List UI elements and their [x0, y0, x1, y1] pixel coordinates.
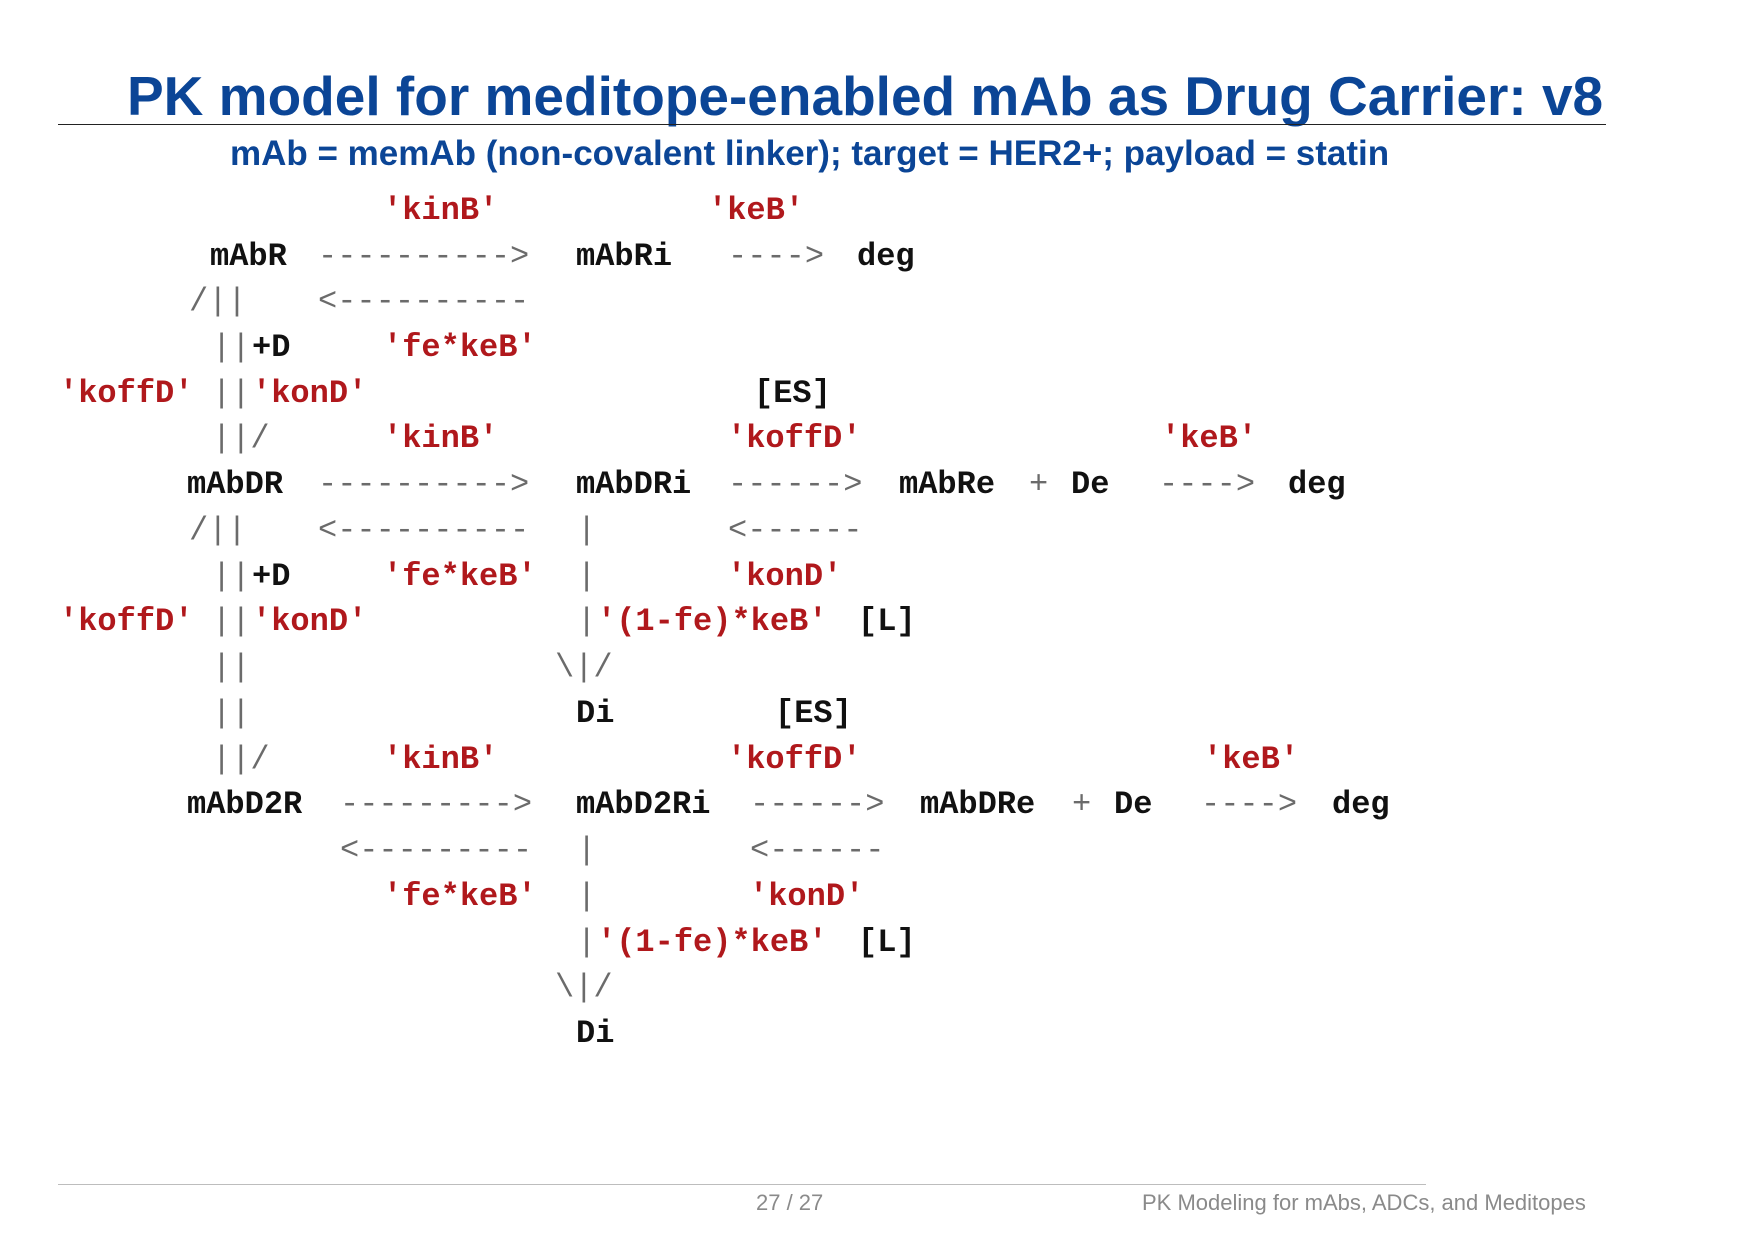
rate-label: 'kinB'	[383, 420, 499, 457]
forward-arrow: ---------->	[318, 238, 530, 275]
equilibrium-bar: ||	[212, 603, 251, 640]
species-label: mAbRe	[899, 466, 996, 503]
vertical-bar: |	[577, 603, 597, 640]
rate-label: 'fe*keB'	[383, 329, 537, 366]
footer-title: PK Modeling for mAbs, ADCs, and Meditope…	[1142, 1190, 1586, 1215]
forward-arrow: --------->	[340, 786, 533, 823]
equilibrium-bar: /||	[189, 283, 247, 320]
species-label: mAbDRe	[920, 786, 1036, 823]
bracket-label: [ES]	[775, 695, 852, 732]
reverse-arrow: <------	[728, 512, 863, 549]
species-label: Di	[576, 695, 615, 732]
slide-title: PK model for meditope-enabled mAb as Dru…	[127, 65, 1604, 127]
rate-label: 'keB'	[1161, 420, 1258, 457]
footer-divider	[58, 1184, 1426, 1185]
equilibrium-bar: ||	[212, 695, 251, 732]
reverse-arrow: <---------	[340, 832, 533, 869]
vertical-bar: |	[577, 878, 597, 915]
down-arrow: \|/	[555, 969, 613, 1006]
page-number: 27 / 27	[756, 1190, 824, 1215]
vertical-bar: |	[577, 832, 597, 869]
rate-label: 'keB'	[1203, 741, 1300, 778]
rate-label: 'kinB'	[383, 741, 499, 778]
bracket-label: [L]	[858, 924, 916, 961]
equilibrium-bar: ||	[212, 558, 251, 595]
species-label: mAbR	[210, 238, 287, 275]
species-label: +D	[252, 558, 291, 595]
equilibrium-bar: ||	[212, 649, 251, 686]
rate-label: 'koffD'	[59, 603, 194, 640]
vertical-bar: |	[577, 512, 597, 549]
forward-arrow: ------>	[728, 466, 863, 503]
species-label: deg	[1288, 466, 1346, 503]
equilibrium-bar: /||	[189, 512, 247, 549]
species-label: mAbRi	[576, 238, 673, 275]
species-label: mAbDRi	[576, 466, 692, 503]
rate-label: 'koffD'	[727, 741, 862, 778]
plus-sign: +	[1072, 786, 1092, 823]
forward-arrow: ---------->	[318, 466, 530, 503]
species-label: mAbDR	[187, 466, 284, 503]
rate-label: 'keB'	[708, 192, 805, 229]
rate-label: 'konD'	[749, 878, 865, 915]
bracket-label: [L]	[858, 603, 916, 640]
plus-sign: +	[1029, 466, 1049, 503]
vertical-bar: |	[577, 558, 597, 595]
slide-subtitle: mAb = memAb (non-covalent linker); targe…	[230, 134, 1390, 173]
rate-label: 'konD'	[252, 375, 368, 412]
species-label: De	[1114, 786, 1153, 823]
vertical-bar: |	[577, 924, 597, 961]
reverse-arrow: <------	[750, 832, 885, 869]
species-label: De	[1071, 466, 1110, 503]
equilibrium-bar: ||/	[212, 741, 270, 778]
species-label: deg	[1332, 786, 1390, 823]
species-label: deg	[857, 238, 915, 275]
rate-label: '(1-fe)*keB'	[597, 603, 828, 640]
rate-label: 'konD'	[252, 603, 368, 640]
reverse-arrow: <----------	[318, 512, 530, 549]
species-label: Di	[576, 1015, 615, 1052]
forward-arrow: ---->	[1201, 786, 1298, 823]
rate-label: 'kinB'	[383, 192, 499, 229]
rate-label: 'koffD'	[59, 375, 194, 412]
rate-label: 'koffD'	[727, 420, 862, 457]
forward-arrow: ---->	[1159, 466, 1256, 503]
forward-arrow: ------>	[750, 786, 885, 823]
species-label: +D	[252, 329, 291, 366]
equilibrium-bar: ||	[212, 375, 251, 412]
equilibrium-bar: ||	[212, 329, 251, 366]
forward-arrow: ---->	[728, 238, 825, 275]
rate-label: 'konD'	[727, 558, 843, 595]
species-label: mAbD2R	[187, 786, 303, 823]
equilibrium-bar: ||/	[212, 420, 270, 457]
reverse-arrow: <----------	[318, 283, 530, 320]
rate-label: '(1-fe)*keB'	[597, 924, 828, 961]
species-label: mAbD2Ri	[576, 786, 711, 823]
title-divider	[58, 124, 1606, 125]
down-arrow: \|/	[555, 649, 613, 686]
rate-label: 'fe*keB'	[383, 558, 537, 595]
rate-label: 'fe*keB'	[383, 878, 537, 915]
bracket-label: [ES]	[754, 375, 831, 412]
